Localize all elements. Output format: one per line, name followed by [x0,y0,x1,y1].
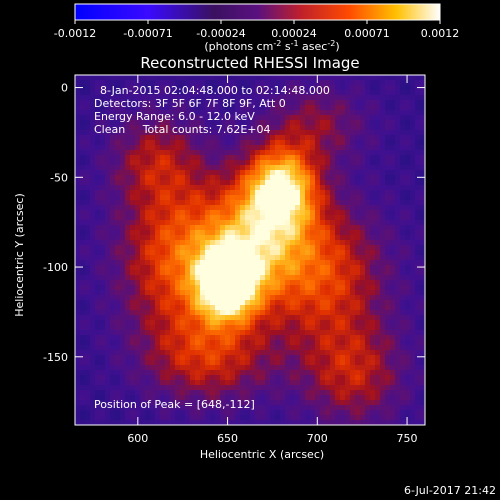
x-tick-label: 650 [217,432,238,445]
x-tick-label: 600 [127,432,148,445]
x-tick-label: 750 [397,432,418,445]
annotation-peak: Position of Peak = [648,-112] [94,398,255,411]
colorbar [74,3,441,21]
chart-title: Reconstructed RHESSI Image [140,54,359,72]
colorbar-tick-label: 0.00024 [271,27,317,40]
y-tick-label: -100 [43,261,68,274]
annotation-energy: Energy Range: 6.0 - 12.0 keV [94,110,255,123]
annotation-clean: Clean Total counts: 7.62E+04 [94,123,271,136]
y-tick-label: 0 [61,82,68,95]
plot-frame [74,74,426,426]
heatmap-image [75,75,425,425]
annotation-detectors: Detectors: 3F 5F 6F 7F 8F 9F, Att 0 [94,97,286,110]
x-axis-label: Heliocentric X (arcsec) [200,448,324,461]
x-tick-label: 700 [307,432,328,445]
colorbar-tick-label: -0.00024 [196,27,245,40]
colorbar-tick-label: 0.0012 [421,27,460,40]
y-tick-label: -150 [43,351,68,364]
y-axis-label: Heliocentric Y (arcsec) [13,193,26,317]
footer-date: 6-Jul-2017 21:42 [404,484,496,497]
colorbar-tick-label: 0.00071 [344,27,390,40]
colorbar-ticks: -0.0012 -0.00071 -0.00024 0.00024 0.00071 0.0… [54,20,459,40]
colorbar-units-label: (photons cm-2 s-1 asec-2) [204,39,339,53]
colorbar-tick-label: -0.0012 [54,27,96,40]
colorbar-tick-label: -0.00071 [123,27,172,40]
annotation-time-range: 8-Jan-2015 02:04:48.000 to 02:14:48.000 [100,84,330,97]
axes: 600 650 700 750 0 -50 -100 -150 [43,75,425,445]
y-tick-label: -50 [50,171,68,184]
